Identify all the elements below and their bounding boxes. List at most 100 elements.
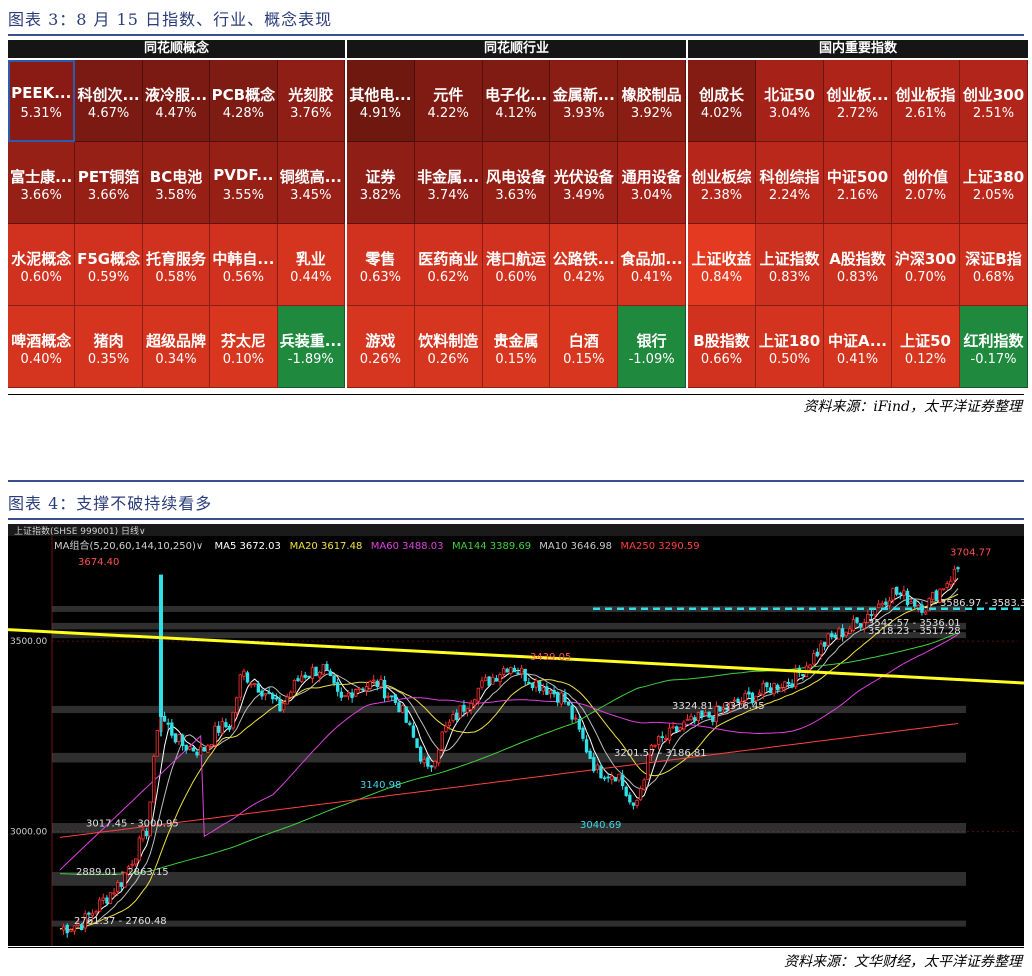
heatmap-cell[interactable]: 银行 -1.09%: [618, 306, 686, 388]
heatmap-cell[interactable]: 创价值 2.07%: [892, 142, 960, 224]
heatmap-cell[interactable]: 游戏 0.26%: [347, 306, 415, 388]
heatmap-cell[interactable]: 上证指数 0.83%: [756, 224, 824, 306]
heatmap-cell[interactable]: 医药商业 0.62%: [414, 224, 483, 306]
heatmap-cell[interactable]: 港口航运 0.60%: [482, 224, 551, 306]
heatmap-cell[interactable]: 元件 4.22%: [414, 60, 483, 142]
heatmap-cell[interactable]: 食品加... 0.41%: [618, 224, 686, 306]
candle-body: [328, 670, 333, 677]
heatmap-cell[interactable]: 乳业 0.44%: [277, 224, 345, 306]
heatmap-cell[interactable]: A股指数 0.83%: [824, 224, 892, 306]
cell-pct: 4.22%: [427, 106, 469, 121]
heatmap-cell[interactable]: 猪肉 0.35%: [75, 306, 143, 388]
heatmap-cell[interactable]: 中证A... 0.41%: [824, 306, 892, 388]
heatmap-cell[interactable]: PEEK... 5.31%: [8, 60, 76, 142]
candle-body: [952, 568, 957, 581]
candle-body: [570, 705, 574, 720]
heatmap-cell[interactable]: 电子化... 4.12%: [482, 60, 551, 142]
candle-body: [537, 681, 542, 691]
candle-body: [530, 682, 535, 689]
cell-name: 中证500: [826, 168, 889, 186]
cell-name: 游戏: [365, 332, 396, 350]
heatmap-cell[interactable]: 芬太尼 0.10%: [210, 306, 278, 388]
heatmap-cell[interactable]: 证券 3.82%: [347, 142, 415, 224]
heatmap-cell[interactable]: 铜缆高... 3.45%: [277, 142, 345, 224]
heatmap-cell[interactable]: 非金属... 3.74%: [414, 142, 483, 224]
cell-name: 贵金属: [493, 332, 539, 350]
heatmap-cell[interactable]: 沪深300 0.70%: [892, 224, 960, 306]
candle-body: [876, 603, 881, 608]
heatmap-cell[interactable]: BC电池 3.58%: [142, 142, 211, 224]
heatmap-cell[interactable]: 红利指数 -0.17%: [960, 306, 1028, 388]
candle-body: [281, 703, 286, 711]
heatmap-cell[interactable]: 白酒 0.15%: [550, 306, 619, 388]
chart-annotation: 3542.57 - 3536.01: [868, 618, 961, 629]
heatmap-cell[interactable]: 托育服务 0.58%: [142, 224, 211, 306]
heatmap-cell[interactable]: PVDF... 3.55%: [210, 142, 278, 224]
heatmap-cell[interactable]: 创业板综 2.38%: [688, 142, 756, 224]
cell-pct: 3.49%: [563, 188, 605, 203]
heatmap-cell[interactable]: 中韩自... 0.56%: [210, 224, 278, 306]
heatmap-cell[interactable]: 上证50 0.12%: [892, 306, 960, 388]
heatmap-cell[interactable]: 创业板... 2.72%: [824, 60, 892, 142]
candle-body: [354, 689, 358, 697]
heatmap-cell[interactable]: 创成长 4.02%: [688, 60, 756, 142]
cell-pct: 0.83%: [768, 270, 811, 285]
heatmap-cell[interactable]: 啤酒概念 0.40%: [8, 306, 76, 388]
candle-body: [584, 739, 589, 753]
heatmap-cell[interactable]: 公路铁... 0.42%: [550, 224, 619, 306]
candle-body: [534, 679, 538, 688]
heatmap-cell[interactable]: PET铜箔 3.66%: [75, 142, 143, 224]
candle-body: [855, 617, 859, 623]
ma-legend-item: MA5 3672.03: [215, 541, 281, 552]
candle-body: [505, 668, 509, 673]
cell-pct: 4.47%: [155, 106, 197, 121]
candle-body: [112, 892, 116, 895]
heatmap-cell[interactable]: 光伏设备 3.49%: [550, 142, 619, 224]
heatmap-cell[interactable]: 中证500 2.16%: [824, 142, 892, 224]
heatmap-cell[interactable]: 富士康... 3.66%: [8, 142, 76, 224]
cell-pct: 4.12%: [495, 106, 537, 121]
heatmap-cell[interactable]: 创业板指 2.61%: [892, 60, 960, 142]
heatmap-cell[interactable]: 深证B指 0.68%: [960, 224, 1028, 306]
heatmap-cell[interactable]: 光刻胶 3.76%: [277, 60, 345, 142]
candle-body: [126, 866, 131, 876]
heatmap-cell[interactable]: 超级品牌 0.34%: [142, 306, 211, 388]
heatmap-cell[interactable]: 北证50 3.04%: [756, 60, 824, 142]
heatmap-cell[interactable]: 科创次... 4.67%: [75, 60, 143, 142]
cell-pct: 3.74%: [427, 188, 469, 203]
heatmap-cell[interactable]: 其他电... 4.91%: [347, 60, 415, 142]
heatmap-cell[interactable]: 贵金属 0.15%: [482, 306, 551, 388]
candle-body: [761, 682, 765, 696]
heatmap-cell[interactable]: 上证收益 0.84%: [688, 224, 756, 306]
support-zone: [52, 920, 966, 927]
candlestick-chart[interactable]: 上证指数(SHSE 999001) 日线∨ MA组合(5,20,60,144,10…: [8, 524, 1024, 946]
ma-legend-item: MA250 3290.59: [621, 541, 700, 552]
candle-body: [170, 722, 174, 736]
heatmap-cell[interactable]: 风电设备 3.63%: [482, 142, 551, 224]
cell-pct: 3.66%: [20, 188, 62, 203]
cell-pct: 3.58%: [155, 188, 197, 203]
cell-pct: 4.67%: [87, 106, 130, 121]
heatmap-cell[interactable]: 通用设备 3.04%: [618, 142, 686, 224]
heatmap-cell[interactable]: 兵装重... -1.89%: [277, 306, 345, 388]
candle-body: [844, 631, 848, 636]
candle-body: [606, 776, 610, 779]
heatmap-cell[interactable]: 液冷服... 4.47%: [142, 60, 211, 142]
candle-body: [227, 725, 232, 730]
heatmap-cell[interactable]: PCB概念 4.28%: [210, 60, 278, 142]
heatmap-cell[interactable]: B股指数 0.66%: [688, 306, 756, 388]
heatmap-cell[interactable]: 科创综指 2.24%: [756, 142, 824, 224]
heatmap-cell[interactable]: 创业300 2.51%: [960, 60, 1028, 142]
candle-body: [90, 912, 95, 917]
heatmap-cell[interactable]: 饮料制造 0.26%: [414, 306, 483, 388]
cell-name: 啤酒概念: [11, 332, 72, 350]
cell-name: 北证50: [764, 86, 815, 104]
heatmap-cell[interactable]: 零售 0.63%: [347, 224, 415, 306]
heatmap-cell[interactable]: 上证180 0.50%: [756, 306, 824, 388]
trendline: [8, 628, 1024, 685]
heatmap-cell[interactable]: 上证380 2.05%: [960, 142, 1028, 224]
heatmap-cell[interactable]: F5G概念 0.59%: [75, 224, 143, 306]
heatmap-cell[interactable]: 橡胶制品 3.92%: [618, 60, 686, 142]
heatmap-cell[interactable]: 水泥概念 0.60%: [8, 224, 76, 306]
heatmap-cell[interactable]: 金属新... 3.93%: [550, 60, 619, 142]
